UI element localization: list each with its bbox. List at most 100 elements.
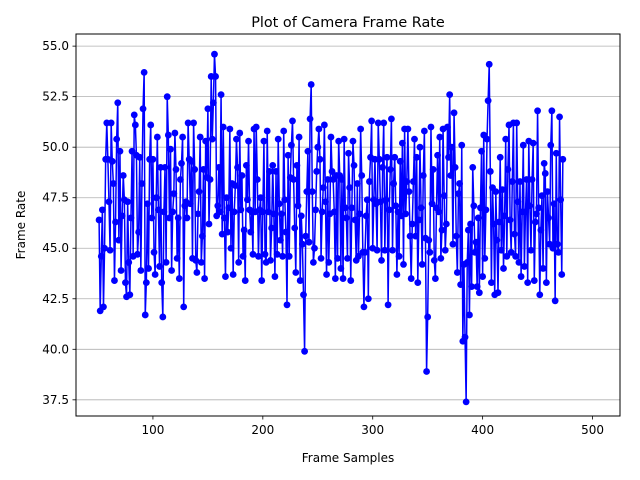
data-point — [408, 220, 416, 228]
data-point — [496, 153, 504, 161]
data-point — [245, 137, 252, 145]
data-point — [187, 157, 195, 165]
data-point — [368, 117, 376, 125]
data-point — [224, 228, 232, 236]
data-point — [101, 244, 108, 252]
data-point — [155, 206, 162, 214]
data-point — [446, 91, 454, 99]
data-point — [533, 210, 540, 218]
y-tick-label: 55.0 — [42, 39, 69, 53]
data-point — [292, 269, 300, 276]
data-point — [478, 147, 485, 155]
data-point — [325, 258, 333, 266]
data-point — [361, 248, 369, 256]
data-point — [220, 214, 228, 222]
data-point — [241, 277, 249, 284]
data-point — [279, 252, 287, 260]
data-point — [417, 204, 425, 212]
y-axis-label: Frame Rate — [14, 191, 28, 260]
data-point — [231, 182, 239, 189]
data-point — [305, 238, 313, 246]
x-tick-label: 500 — [581, 423, 604, 437]
data-point — [107, 119, 115, 127]
data-point — [537, 226, 545, 234]
data-point — [149, 155, 157, 163]
data-point — [331, 275, 339, 282]
data-point — [313, 168, 321, 175]
data-point — [98, 206, 106, 214]
data-point — [242, 161, 250, 169]
data-point — [413, 153, 421, 161]
data-point — [113, 135, 121, 143]
data-point — [275, 200, 283, 208]
data-point — [542, 279, 550, 286]
data-point — [386, 166, 394, 173]
data-point — [516, 178, 524, 185]
data-point — [301, 347, 308, 355]
data-point — [350, 161, 358, 169]
data-point — [266, 168, 273, 175]
data-point — [411, 135, 418, 143]
data-point — [458, 141, 466, 149]
data-point — [308, 188, 316, 196]
data-point — [125, 258, 133, 266]
data-point — [380, 119, 388, 127]
data-point — [419, 172, 427, 179]
data-point — [523, 176, 530, 183]
data-point — [293, 161, 301, 169]
data-point — [378, 256, 385, 264]
data-point — [364, 295, 372, 303]
data-point — [495, 218, 503, 226]
data-point — [200, 166, 207, 173]
data-point — [223, 194, 230, 202]
data-point — [158, 279, 166, 286]
data-point — [114, 99, 122, 107]
x-tick-label: 400 — [471, 423, 494, 437]
series-frame-rate — [95, 50, 567, 406]
data-point — [314, 143, 322, 151]
data-point — [137, 267, 145, 274]
data-point — [552, 149, 560, 157]
data-point — [238, 172, 246, 179]
data-point — [512, 252, 519, 260]
data-point — [349, 137, 357, 145]
data-point — [488, 279, 495, 286]
data-point — [118, 212, 126, 220]
data-point — [184, 119, 192, 127]
series-markers — [95, 50, 567, 406]
data-point — [431, 275, 439, 282]
data-point — [400, 261, 407, 268]
data-point — [508, 178, 516, 185]
data-point — [373, 246, 381, 254]
data-point — [117, 267, 125, 274]
data-point — [425, 236, 433, 244]
data-point — [374, 119, 382, 127]
data-point — [148, 214, 156, 222]
data-point — [396, 157, 404, 165]
data-point — [127, 214, 135, 222]
data-point — [479, 273, 487, 280]
data-point — [97, 252, 105, 260]
data-point — [391, 153, 399, 161]
data-point — [404, 125, 412, 133]
data-point — [539, 265, 547, 272]
data-point — [153, 133, 161, 141]
data-point — [351, 216, 359, 224]
data-point — [174, 214, 182, 222]
data-point — [519, 141, 527, 149]
data-point — [252, 123, 260, 131]
data-point — [141, 311, 149, 319]
data-point — [140, 69, 148, 76]
data-point — [169, 208, 177, 216]
data-point — [322, 198, 329, 206]
data-point — [455, 190, 462, 198]
x-tick-label: 300 — [361, 423, 384, 437]
data-point — [492, 188, 500, 196]
data-point — [415, 216, 423, 224]
data-point — [503, 252, 511, 260]
data-point — [303, 188, 311, 196]
data-point — [170, 190, 178, 198]
data-point — [362, 212, 370, 220]
data-point — [95, 216, 103, 224]
data-point — [119, 172, 127, 179]
